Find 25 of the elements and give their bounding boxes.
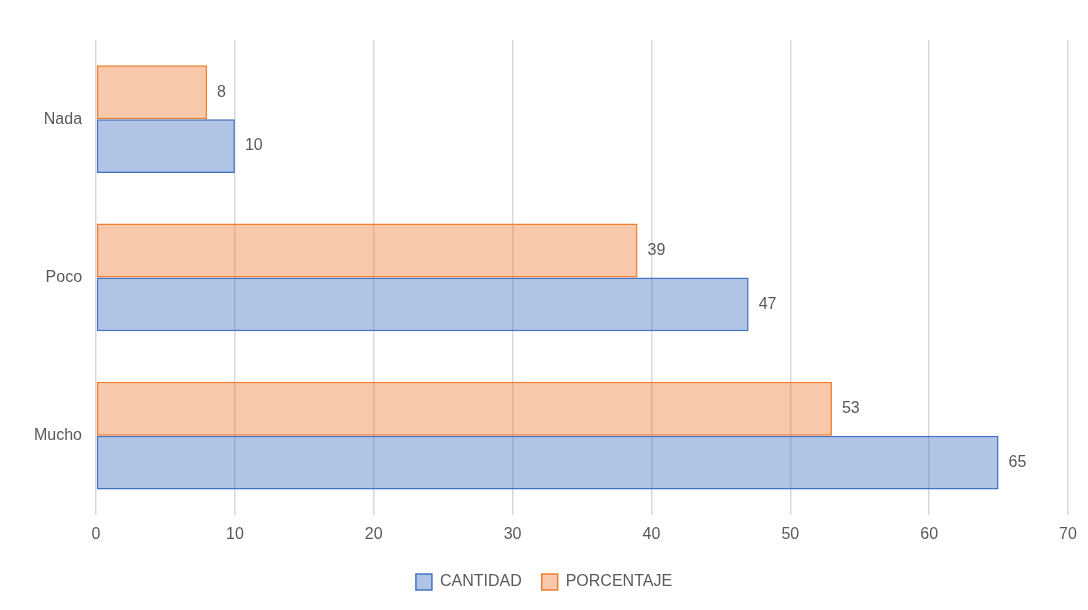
x-tick-label: 60 <box>920 524 939 542</box>
x-tick-label: 40 <box>642 524 661 542</box>
x-tick-label: 10 <box>225 524 244 542</box>
bar <box>96 65 208 120</box>
data-label: 39 <box>647 240 666 258</box>
legend-label: CANTIDAD <box>439 572 522 590</box>
y-tick-label: Nada <box>43 109 83 127</box>
bar <box>96 277 749 332</box>
x-tick-label: 0 <box>91 524 101 542</box>
y-tick-label: Mucho <box>33 426 83 444</box>
x-tick-label: 20 <box>364 524 383 542</box>
legend-label: PORCENTAJE <box>565 572 673 590</box>
bar <box>96 435 999 490</box>
x-tick-label: 30 <box>503 524 522 542</box>
y-tick-label: Poco <box>45 267 83 285</box>
data-label: 53 <box>841 399 860 417</box>
bar <box>96 119 235 173</box>
bar <box>96 381 832 436</box>
data-label: 8 <box>217 82 227 100</box>
data-label: 65 <box>1008 452 1027 470</box>
data-label: 47 <box>758 294 777 312</box>
x-tick-label: 70 <box>1059 524 1077 542</box>
data-label: 10 <box>244 136 263 154</box>
bar <box>96 223 638 278</box>
x-tick-label: 50 <box>781 524 800 542</box>
